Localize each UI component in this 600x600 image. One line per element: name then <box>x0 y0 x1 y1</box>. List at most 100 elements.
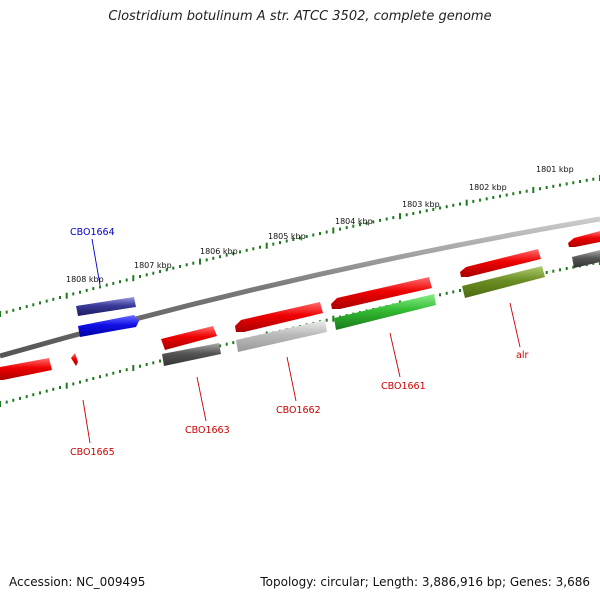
ruler-major-tick <box>132 365 135 371</box>
cds-feature-red-small[interactable] <box>71 353 78 366</box>
ruler-major-tick <box>0 311 1 317</box>
ruler-minor-tick <box>5 310 8 314</box>
ruler-minor-tick <box>99 375 101 379</box>
ruler-minor-tick <box>105 373 108 377</box>
ruler-minor-tick <box>39 301 41 305</box>
leader-line <box>286 356 297 402</box>
ruler-minor-tick <box>459 202 461 206</box>
ruler-minor-tick <box>439 293 441 297</box>
ruler-minor-tick <box>112 371 115 375</box>
ruler-minor-tick <box>25 395 28 399</box>
ruler-minor-tick <box>179 265 181 268</box>
cds-feature-red[interactable] <box>235 302 323 332</box>
gene-label-cbo1662[interactable]: CBO1662 <box>276 405 321 416</box>
ruler-minor-tick <box>559 183 561 187</box>
ruler-minor-tick <box>12 308 15 312</box>
ruler-minor-tick <box>5 400 8 404</box>
ruler-minor-tick <box>105 283 108 287</box>
cds-feature-red[interactable] <box>460 249 541 277</box>
ruler-minor-tick <box>319 232 321 235</box>
ruler-minor-tick <box>139 275 141 278</box>
ruler-minor-tick <box>92 377 95 380</box>
cds-feature-darkgrey[interactable] <box>572 250 600 268</box>
ruler-minor-tick <box>405 213 408 217</box>
cds-feature-darkgrey[interactable] <box>162 343 221 366</box>
ruler-minor-tick <box>145 273 148 277</box>
ruler-minor-tick <box>439 206 441 210</box>
ruler-minor-tick <box>345 226 348 230</box>
cds-feature-red[interactable] <box>568 231 600 247</box>
ruler-minor-tick <box>159 359 161 363</box>
genome-summary-text: Topology: circular; Length: 3,886,916 bp… <box>260 575 590 589</box>
cds-feature-red[interactable] <box>161 326 217 350</box>
ruler-minor-tick <box>99 285 101 289</box>
ruler-minor-tick <box>299 236 301 240</box>
ruler-minor-tick <box>172 266 175 270</box>
ruler-minor-tick <box>225 253 228 257</box>
ruler-minor-tick <box>545 271 548 274</box>
ruler-minor-tick <box>232 252 235 255</box>
ruler-minor-tick <box>565 267 568 270</box>
ruler-major-tick <box>332 315 335 322</box>
ruler-minor-tick <box>552 269 555 273</box>
ruler-minor-tick <box>159 270 161 273</box>
gene-label-cbo1663[interactable]: CBO1663 <box>185 425 230 436</box>
ruler-minor-tick <box>472 199 475 203</box>
ruler-major-tick <box>132 275 135 282</box>
label-leaders <box>82 238 521 444</box>
ruler-minor-tick <box>272 242 275 246</box>
ruler-minor-tick <box>545 186 548 189</box>
ruler-minor-tick <box>452 290 455 294</box>
ruler-minor-tick <box>239 250 241 254</box>
ruler-minor-tick <box>219 255 221 259</box>
ruler-minor-tick <box>279 241 281 245</box>
cds-feature-red[interactable] <box>0 358 52 380</box>
ruler-major-tick <box>465 199 468 206</box>
cds-feature-olive[interactable] <box>462 266 545 298</box>
gene-label-cbo1661[interactable]: CBO1661 <box>381 381 426 392</box>
ruler-major-tick <box>399 213 401 220</box>
ruler-minor-tick <box>59 296 61 299</box>
cds-feature-navy[interactable] <box>76 297 136 316</box>
gene-label-alr[interactable]: alr <box>516 350 528 361</box>
cds-feature-blue[interactable] <box>78 315 139 337</box>
ruler-minor-tick <box>445 291 448 295</box>
ruler-label-1806: 1806 kbp <box>200 247 238 256</box>
ruler-major-tick <box>0 401 1 407</box>
ruler-minor-tick <box>119 280 121 284</box>
ruler-minor-tick <box>145 363 148 366</box>
ruler-minor-tick <box>412 212 415 215</box>
ruler-minor-tick <box>52 297 55 301</box>
ruler-minor-tick <box>452 203 455 207</box>
ruler-minor-tick <box>559 268 561 272</box>
ruler-minor-tick <box>45 389 48 393</box>
ruler-minor-tick <box>419 210 421 214</box>
ruler-minor-tick <box>165 268 168 272</box>
ruler-minor-tick <box>205 258 208 262</box>
ruler-minor-tick <box>459 289 461 292</box>
ruler-minor-tick <box>252 247 255 251</box>
gene-label-cbo1664[interactable]: CBO1664 <box>70 227 115 238</box>
ruler-minor-tick <box>572 181 575 185</box>
ruler-minor-tick <box>232 341 235 345</box>
leader-line <box>389 332 401 378</box>
ruler-major-tick <box>199 258 201 265</box>
ruler-label-1801: 1801 kbp <box>536 165 574 174</box>
cds-feature-green[interactable] <box>334 294 436 330</box>
ruler-minor-tick <box>425 209 428 213</box>
ruler-minor-tick <box>445 205 448 209</box>
leader-line <box>91 238 101 286</box>
ruler-minor-tick <box>552 184 555 188</box>
ruler-minor-tick <box>485 197 488 201</box>
gene-label-cbo1665[interactable]: CBO1665 <box>70 447 115 458</box>
ruler-minor-tick <box>79 290 81 294</box>
ruler-minor-tick <box>19 396 21 400</box>
cds-feature-lightgrey[interactable] <box>236 320 327 352</box>
leader-line <box>509 302 521 348</box>
ruler-minor-tick <box>565 182 568 186</box>
ruler-minor-tick <box>92 287 95 291</box>
ruler-minor-tick <box>25 305 28 309</box>
cds-feature-red[interactable] <box>331 277 432 309</box>
ruler-major-tick <box>532 187 535 193</box>
ruler-minor-tick <box>432 207 435 211</box>
